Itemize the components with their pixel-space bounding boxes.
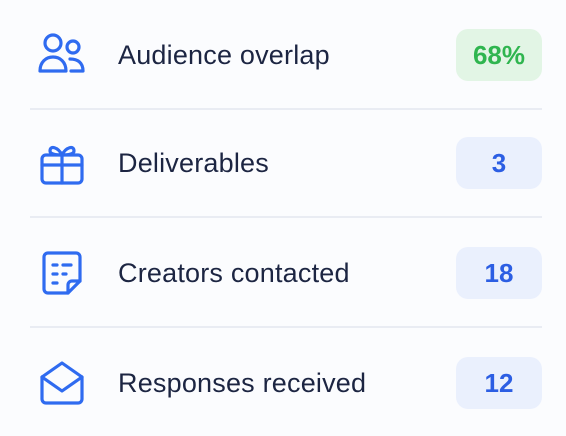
stat-badge: 68%	[456, 29, 542, 81]
stat-badge: 3	[456, 137, 542, 189]
stat-label: Creators contacted	[118, 257, 350, 288]
stat-badge: 18	[456, 247, 542, 299]
stat-row: Creators contacted 18	[30, 220, 542, 328]
creators-icon	[42, 251, 82, 295]
stat-row: Audience overlap 68%	[30, 2, 542, 110]
stat-row: Responses received 12	[30, 330, 542, 436]
stat-label: Audience overlap	[118, 39, 330, 70]
stat-badge: 12	[456, 357, 542, 409]
stat-label: Responses received	[118, 367, 367, 398]
stat-label: Deliverables	[118, 147, 269, 178]
audience-icon	[38, 33, 85, 73]
responses-icon	[40, 361, 84, 405]
stat-row: Deliverables 3	[30, 110, 542, 218]
deliverables-icon	[40, 145, 84, 185]
